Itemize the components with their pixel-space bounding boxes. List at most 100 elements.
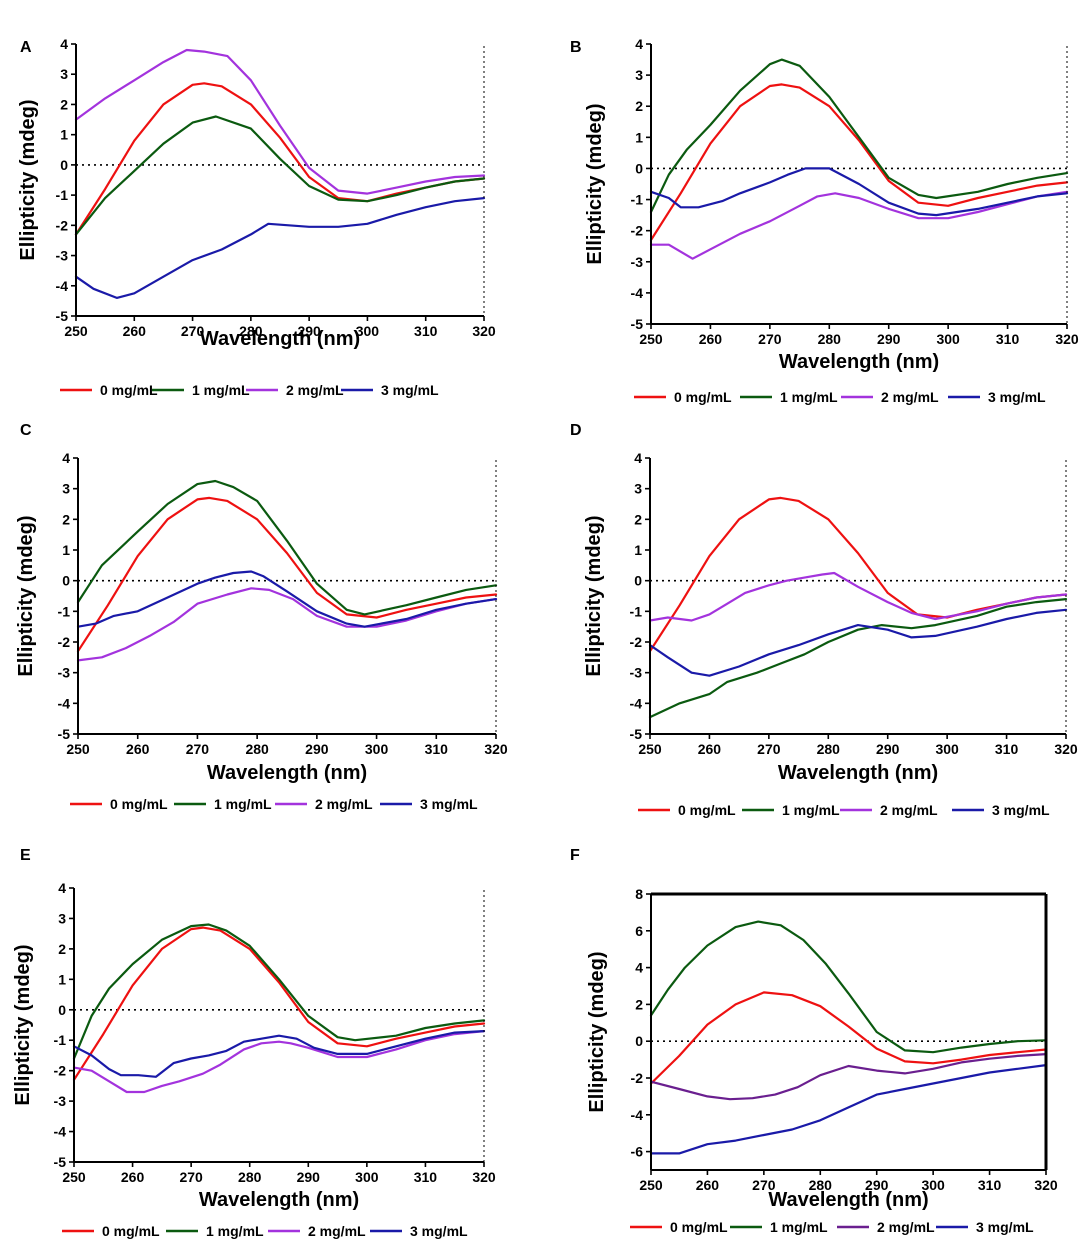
x-tick-label: 270 [186,741,210,757]
x-axis-title: Wavelength (nm) [207,762,367,784]
x-tick-label: 290 [297,323,321,339]
y-tick-label: 3 [62,481,70,497]
y-tick-label: -2 [54,1063,67,1079]
y-tick-label: -4 [631,285,644,301]
x-tick-label: 270 [757,741,781,757]
x-tick-label: 250 [639,331,663,347]
legend-label: 1 mg/mL [782,802,840,818]
panel-e: E 250 260 270 280 290 300 310 320 -5 -4 -3 -2 -1 0 1 2 3 4… [12,847,496,1239]
y-tick-label: -1 [630,603,643,619]
y-tick-label: -3 [54,1093,67,1109]
series-line-3-mg-ml [649,167,1069,217]
series-line-2-mg-ml [649,190,1069,260]
series-line-3-mg-ml [74,197,486,299]
y-tick-label: 0 [62,573,70,589]
x-tick-label: 320 [1054,741,1078,757]
series-line-3-mg-ml [76,570,498,628]
x-tick-label: 300 [936,331,960,347]
y-tick-label: 0 [635,1033,643,1049]
series-line-2-mg-ml [76,587,498,662]
x-tick-label: 310 [978,1177,1002,1193]
y-tick-label: 3 [634,481,642,497]
x-tick-label: 260 [698,741,722,757]
y-tick-label: -5 [58,726,71,742]
panel-d: D 250 260 270 280 290 300 310 320 -5 -4 -3 -2 -1 0 1 2 3 4… [570,422,1078,818]
panel-c: C 250 260 270 280 290 300 310 320 -5 -4 -3 -2 -1 0 1 2 3 4… [15,422,508,812]
y-tick-label: 2 [634,511,642,527]
x-tick-label: 300 [355,1169,379,1185]
x-tick-label: 280 [818,331,842,347]
legend-label: 1 mg/mL [780,389,838,405]
legend-label: 3 mg/mL [988,389,1046,405]
series-line-3-mg-ml [648,608,1068,677]
y-tick-label: -5 [54,1154,67,1170]
x-tick-label: 270 [181,323,205,339]
panel-letter: E [20,847,31,864]
series-line-2-mg-ml [72,1029,486,1094]
legend-label: 2 mg/mL [286,382,344,398]
x-tick-label: 260 [696,1177,720,1193]
y-tick-label: -2 [630,634,643,650]
y-tick-label: 0 [635,160,643,176]
panel-letter: F [570,847,580,864]
y-axis-title: Ellipticity (mdeg) [15,515,37,676]
series-line-3-mg-ml [72,1029,486,1078]
legend-label: 0 mg/mL [110,796,168,812]
y-tick-label: 0 [60,157,68,173]
y-axis-title: Ellipticity (mdeg) [12,944,34,1105]
y-tick-label: -6 [631,1144,644,1160]
x-tick-label: 310 [996,331,1020,347]
x-tick-label: 290 [877,331,901,347]
y-tick-label: -3 [631,254,644,270]
y-tick-label: -1 [58,603,71,619]
x-tick-label: 310 [414,1169,438,1185]
panel-b: B 250 260 270 280 290 300 310 320 -5 -4 -3 -2 -1 0 1 2 3 4… [570,36,1079,405]
y-tick-label: -5 [631,316,644,332]
series-line-2-mg-ml [74,48,486,195]
legend-label: 2 mg/mL [308,1223,366,1239]
y-tick-label: 3 [635,67,643,83]
series-line-1-mg-ml [76,479,498,616]
series-line-1-mg-ml [649,920,1048,1054]
y-tick-label: -1 [631,192,644,208]
panel-f: F 250 260 270 280 290 300 310 320 -6 -4 -2 0 2 4 6 8 Wave… [570,847,1058,1235]
series-line-3-mg-ml [649,1063,1048,1155]
y-tick-label: -2 [58,634,71,650]
y-tick-label: 1 [634,542,642,558]
legend-label: 3 mg/mL [420,796,478,812]
y-tick-label: -2 [56,217,69,233]
y-axis-title: Ellipticity (mdeg) [586,951,608,1112]
y-tick-label: -4 [631,1107,644,1123]
y-tick-label: 2 [58,941,66,957]
series-line-2-mg-ml [649,1052,1048,1101]
y-tick-label: -4 [54,1124,67,1140]
y-tick-label: 6 [635,923,643,939]
x-axis-title: Wavelength (nm) [199,1189,359,1211]
x-tick-label: 280 [817,741,841,757]
x-tick-label: 300 [935,741,959,757]
series-line-0-mg-ml [649,83,1069,242]
x-axis-title: Wavelength (nm) [778,762,938,784]
x-tick-label: 260 [121,1169,145,1185]
legend-label: 1 mg/mL [770,1219,828,1235]
legend-label: 3 mg/mL [976,1219,1034,1235]
y-tick-label: 4 [62,450,70,466]
y-tick-label: 2 [635,98,643,114]
y-tick-label: 4 [635,960,643,976]
y-tick-label: -1 [54,1032,67,1048]
series-line-1-mg-ml [649,58,1069,214]
x-tick-label: 250 [639,1177,663,1193]
y-tick-label: 4 [634,450,642,466]
x-tick-label: 290 [865,1177,889,1193]
y-tick-label: 2 [60,96,68,112]
y-tick-label: 4 [60,36,68,52]
y-tick-label: 1 [62,542,70,558]
x-tick-label: 310 [995,741,1019,757]
x-tick-label: 250 [66,741,90,757]
y-tick-label: -2 [631,1070,644,1086]
y-tick-label: 0 [58,1002,66,1018]
legend-label: 0 mg/mL [678,802,736,818]
series-line-0-mg-ml [72,926,486,1081]
y-tick-label: -3 [630,665,643,681]
x-tick-label: 290 [305,741,329,757]
